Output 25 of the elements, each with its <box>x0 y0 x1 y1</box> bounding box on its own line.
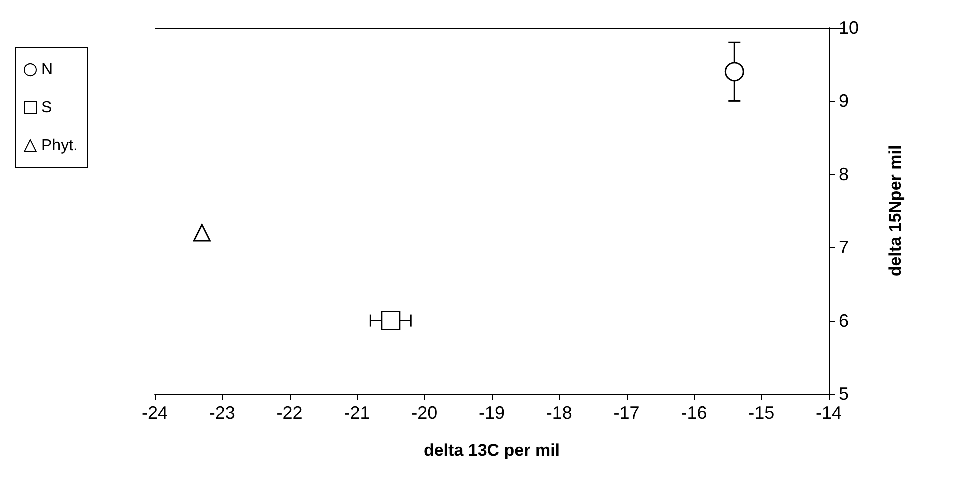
x-tick-label: -21 <box>344 403 370 423</box>
y-tick-label: 5 <box>839 384 850 404</box>
legend-label: N <box>42 62 54 78</box>
x-tick-label: -16 <box>681 403 708 423</box>
x-axis-title: delta 13C per mil <box>424 441 560 460</box>
x-tick-label: -23 <box>209 403 236 423</box>
y-tick-label: 9 <box>839 91 850 112</box>
point <box>193 224 211 242</box>
x-tick-label: -19 <box>478 403 506 423</box>
y-tick-label: 8 <box>839 164 850 184</box>
y-tick-label: 10 <box>839 18 860 38</box>
legend-label: Phyt. <box>42 138 78 154</box>
y-axis-title: delta 15Nper mil <box>886 145 905 277</box>
y-tick-label: 7 <box>839 238 850 258</box>
x-tick-label: -18 <box>546 403 572 423</box>
y-tick-label: 6 <box>839 310 850 331</box>
point <box>724 62 744 82</box>
point <box>381 311 401 331</box>
x-tick-label: -20 <box>412 403 438 423</box>
x-tick-label: -17 <box>614 403 640 423</box>
x-tick-label: -14 <box>816 403 842 423</box>
legend-label: S <box>42 100 52 116</box>
x-tick-label: -15 <box>748 403 775 423</box>
x-tick-label: -24 <box>142 403 168 423</box>
x-tick-label: -22 <box>276 403 303 423</box>
